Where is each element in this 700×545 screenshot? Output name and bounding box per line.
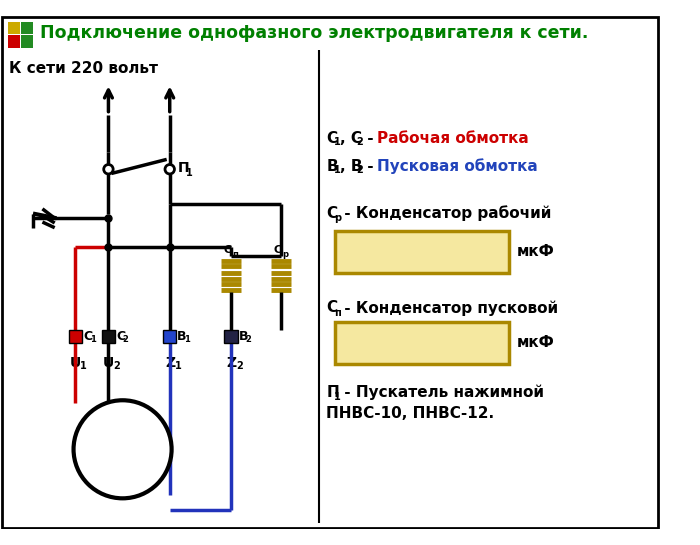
- Text: С: С: [326, 300, 337, 316]
- Text: Z: Z: [165, 355, 175, 370]
- Text: 1: 1: [334, 165, 340, 175]
- Text: К сети 220 вольт: К сети 220 вольт: [9, 61, 158, 76]
- Bar: [102, 330, 115, 343]
- Text: - Конденсатор рабочий: - Конденсатор рабочий: [340, 205, 552, 221]
- Text: р: р: [334, 213, 341, 223]
- Text: - Конденсатор пусковой: - Конденсатор пусковой: [340, 300, 559, 316]
- Text: Подключение однофазного электродвигателя к сети.: Подключение однофазного электродвигателя…: [40, 23, 588, 41]
- Text: Пусковая обмотка: Пусковая обмотка: [377, 159, 538, 174]
- Text: В: В: [239, 330, 248, 343]
- Bar: [8, 35, 20, 47]
- Text: -: -: [362, 131, 379, 146]
- Text: 2: 2: [245, 335, 251, 344]
- Circle shape: [74, 400, 172, 498]
- Text: В: В: [326, 159, 338, 174]
- Text: 1: 1: [334, 137, 340, 147]
- Text: П: П: [177, 161, 189, 175]
- Text: п: п: [334, 307, 341, 318]
- Text: 1: 1: [186, 168, 192, 178]
- Text: , С: , С: [340, 131, 363, 146]
- Bar: [335, 322, 509, 365]
- Text: р: р: [283, 250, 288, 259]
- Text: Z: Z: [226, 355, 237, 370]
- Text: 2: 2: [356, 165, 363, 175]
- Text: 2: 2: [113, 361, 120, 371]
- Text: U: U: [70, 355, 81, 370]
- Bar: [335, 231, 509, 273]
- Text: Рабочая обмотка: Рабочая обмотка: [377, 131, 529, 146]
- Bar: [8, 22, 20, 34]
- Text: 1: 1: [334, 392, 340, 402]
- Text: С: С: [326, 206, 337, 221]
- Text: мкФ: мкФ: [517, 335, 554, 350]
- Text: П: П: [326, 385, 339, 400]
- Text: 1: 1: [80, 361, 87, 371]
- Text: С: С: [273, 245, 281, 256]
- Text: 1: 1: [184, 335, 190, 344]
- Text: 1: 1: [176, 361, 182, 371]
- Text: М: М: [108, 424, 136, 452]
- Text: мкФ: мкФ: [517, 244, 554, 259]
- Text: С: С: [223, 245, 231, 256]
- Text: С: С: [326, 131, 337, 146]
- Bar: [21, 35, 33, 47]
- Text: - Пускатель нажимной: - Пускатель нажимной: [340, 385, 545, 401]
- Text: 1~: 1~: [108, 453, 138, 472]
- Circle shape: [104, 165, 113, 174]
- Text: 1: 1: [90, 335, 95, 344]
- Text: -: -: [362, 159, 379, 174]
- Bar: [163, 330, 176, 343]
- Text: 2: 2: [122, 335, 129, 344]
- Text: С: С: [116, 330, 125, 343]
- Bar: [69, 330, 82, 343]
- Text: 2: 2: [237, 361, 244, 371]
- Text: п: п: [232, 250, 238, 259]
- Bar: [225, 330, 237, 343]
- Text: В: В: [177, 330, 187, 343]
- Text: 2: 2: [356, 137, 363, 147]
- Text: ПНВС-10, ПНВС-12.: ПНВС-10, ПНВС-12.: [326, 406, 494, 421]
- Text: U: U: [103, 355, 114, 370]
- Circle shape: [165, 165, 174, 174]
- Text: С: С: [83, 330, 92, 343]
- Bar: [21, 22, 33, 34]
- Text: , В: , В: [340, 159, 363, 174]
